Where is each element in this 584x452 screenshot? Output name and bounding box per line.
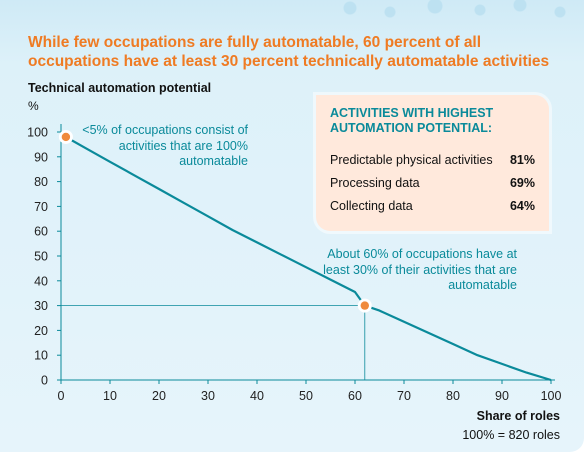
- y-tick-label: 20: [34, 324, 48, 338]
- y-tick-label: 40: [34, 274, 48, 288]
- y-tick-label: 0: [41, 374, 48, 388]
- highlight-point: [61, 132, 71, 142]
- box-row: Processing data 69%: [330, 176, 535, 192]
- box-row: Collecting data 64%: [330, 199, 535, 215]
- x-tick-label: 50: [299, 389, 313, 403]
- y-tick-label: 60: [34, 225, 48, 239]
- y-tick-label: 50: [34, 250, 48, 264]
- box-row-label: Processing data: [330, 176, 420, 190]
- y-tick-label: 80: [34, 175, 48, 189]
- highlight-box-title: ACTIVITIES WITH HIGHEST AUTOMATION POTEN…: [330, 106, 494, 135]
- y-tick-label: 10: [34, 349, 48, 363]
- x-tick-label: 90: [495, 389, 509, 403]
- box-row-value: 64%: [509, 199, 535, 213]
- x-tick-label: 60: [348, 389, 362, 403]
- box-row-label: Collecting data: [330, 199, 413, 213]
- box-row-label: Predictable physical activities: [330, 153, 493, 167]
- x-tick-label: 0: [58, 389, 65, 403]
- annotation-middle: About 60% of occupations have at least 3…: [323, 247, 517, 292]
- chart-title: While few occupations are fully automata…: [28, 34, 550, 70]
- x-tick-label: 40: [250, 389, 264, 403]
- box-row-value: 81%: [509, 153, 535, 167]
- x-tick-label: 100: [541, 389, 562, 403]
- highlight-box: ACTIVITIES WITH HIGHEST AUTOMATION POTEN…: [316, 95, 549, 231]
- box-row-value: 69%: [509, 176, 535, 190]
- highlight-point: [360, 301, 369, 310]
- y-axis-unit: %: [28, 99, 39, 113]
- x-tick-label: 10: [103, 389, 117, 403]
- x-tick-label: 30: [201, 389, 215, 403]
- y-tick-label: 70: [34, 200, 48, 214]
- y-tick-label: 100: [27, 126, 48, 140]
- x-axis-note: 100% = 820 roles: [462, 428, 560, 442]
- decorative-header-pattern: [330, 0, 584, 26]
- automation-curve: [60, 131, 552, 382]
- y-tick-label: 30: [34, 299, 48, 313]
- y-axis-label: Technical automation potential: [28, 81, 212, 95]
- x-tick-label: 80: [446, 389, 460, 403]
- x-tick-label: 20: [152, 389, 166, 403]
- annotation-top: <5% of occupations consist of activities…: [82, 123, 248, 168]
- y-tick-label: 90: [34, 150, 48, 164]
- x-axis-label: Share of roles: [476, 409, 560, 423]
- x-tick-label: 70: [397, 389, 411, 403]
- box-row: Predictable physical activities 81%: [330, 153, 535, 169]
